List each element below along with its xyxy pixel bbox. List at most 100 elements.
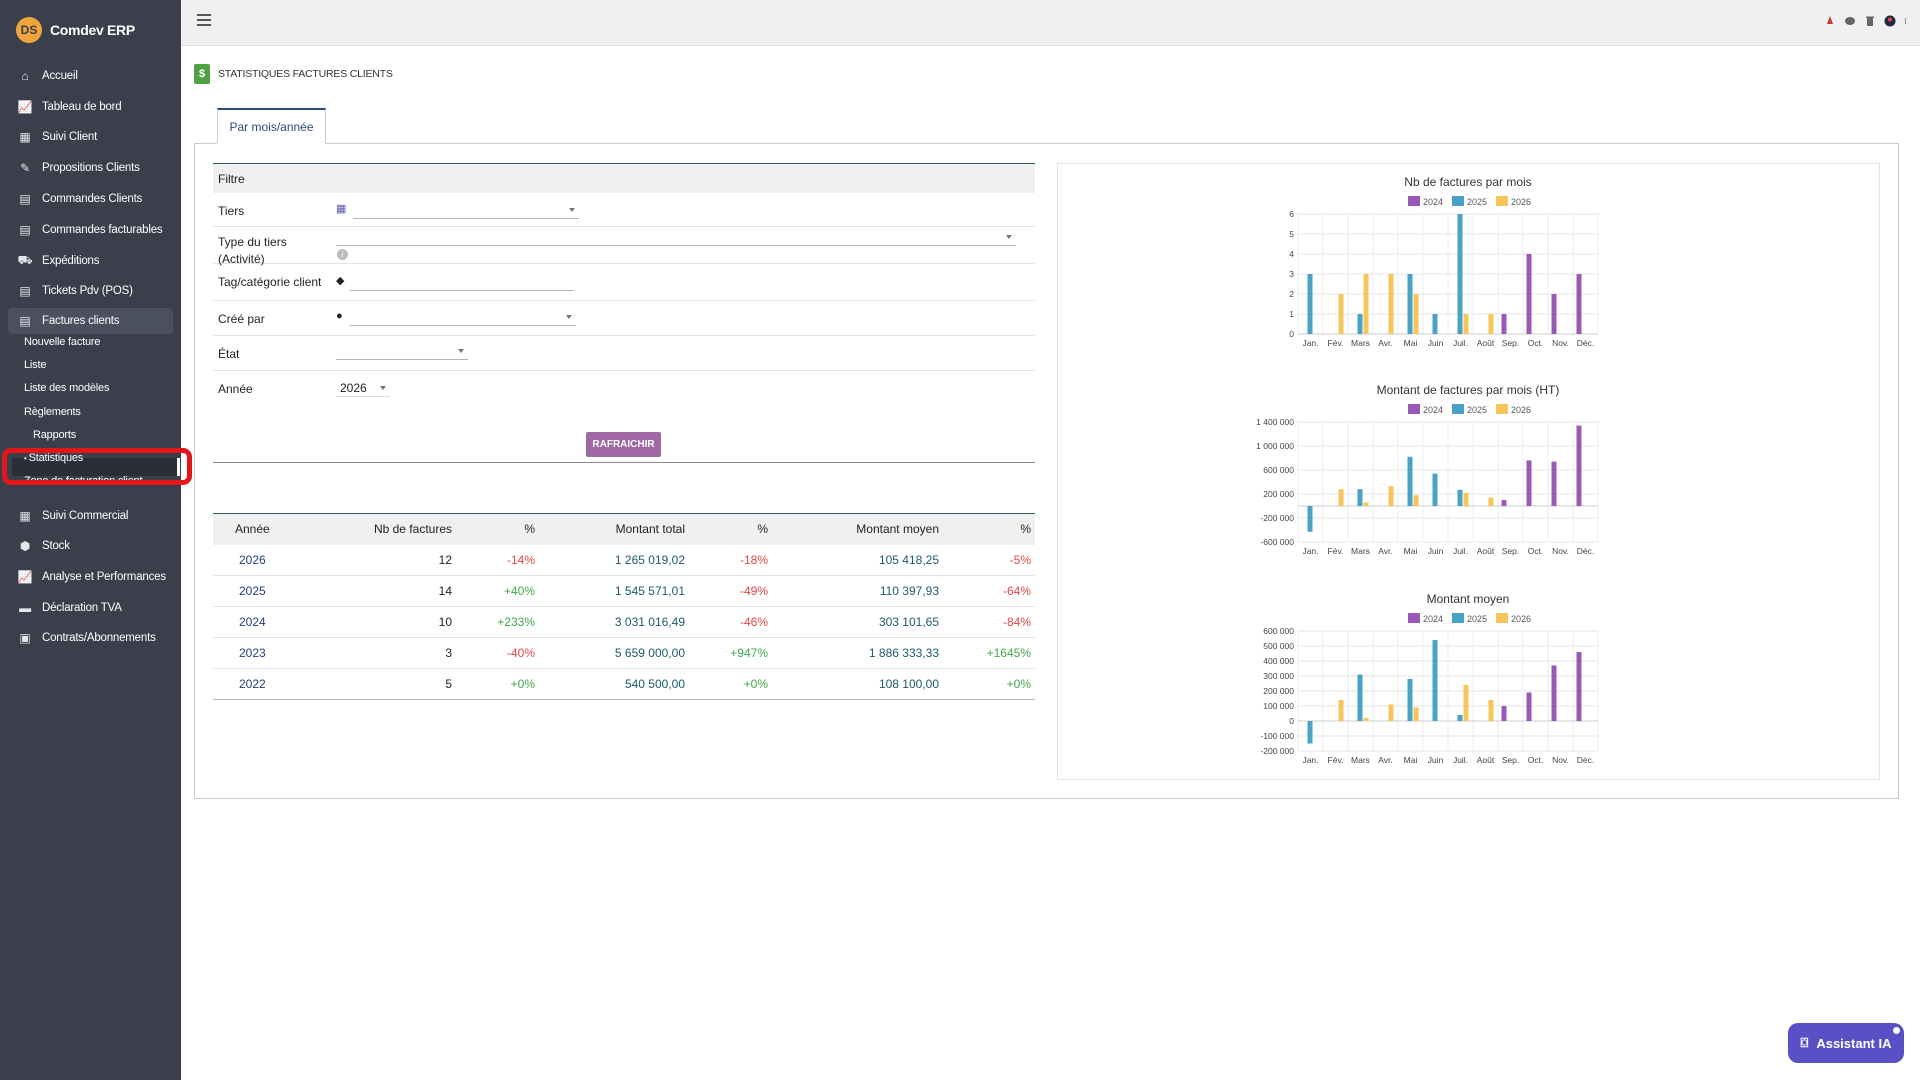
sidebar-subitem-liste[interactable]: Liste: [24, 359, 47, 371]
bar-2026-Mai[interactable]: [1413, 294, 1419, 334]
sidebar-subitem-zone-de-facturation-client[interactable]: Zone de facturation client: [24, 475, 143, 487]
x-tick-label: Jan.: [1302, 755, 1318, 765]
annee-select[interactable]: 2026: [336, 381, 390, 397]
bar-2024-Déc.[interactable]: [1576, 652, 1582, 721]
col-pct-nb[interactable]: %: [456, 513, 539, 545]
bar-2024-Nov.[interactable]: [1551, 461, 1557, 506]
bar-2024-Sep.[interactable]: [1501, 500, 1507, 506]
cree-par-select[interactable]: [350, 310, 576, 326]
bar-2026-Avr.[interactable]: [1388, 704, 1394, 722]
bar-2025-Juin[interactable]: [1432, 473, 1438, 506]
bar-2026-Fév.[interactable]: [1338, 489, 1344, 506]
bar-2024-Nov.[interactable]: [1551, 665, 1557, 722]
bar-2025-Mai[interactable]: [1407, 274, 1413, 334]
hamburger-menu-icon[interactable]: [197, 14, 211, 28]
tag-select[interactable]: [350, 275, 574, 291]
bar-2025-Juin[interactable]: [1432, 640, 1438, 721]
bar-2024-Sep.[interactable]: [1501, 706, 1507, 721]
bar-2026-Août[interactable]: [1488, 497, 1494, 506]
sidebar-item-declaration-tva[interactable]: ▬ Déclaration TVA: [8, 595, 173, 621]
bar-2026-Août[interactable]: [1488, 314, 1494, 334]
sidebar-item-commandes-clients[interactable]: ▤ Commandes Clients: [8, 186, 173, 212]
more-vertical-icon[interactable]: [1904, 15, 1910, 27]
bar-2025-Jan.[interactable]: [1307, 506, 1313, 532]
bar-2024-Oct.[interactable]: [1526, 692, 1532, 722]
sidebar-subitem-reglements[interactable]: Règlements: [24, 406, 81, 418]
bar-2024-Oct.[interactable]: [1526, 460, 1532, 506]
sidebar-subitem-liste-des-modeles[interactable]: Liste des modèles: [24, 382, 110, 394]
etat-select[interactable]: [336, 344, 468, 360]
bar-2026-Fév.[interactable]: [1338, 294, 1344, 334]
sidebar-item-tickets-pdv-pos[interactable]: ▤ Tickets Pdv (POS): [8, 278, 173, 304]
sidebar-item-propositions-clients[interactable]: ✎ Propositions Clients: [8, 155, 173, 181]
bar-2026-Août[interactable]: [1488, 700, 1494, 721]
year-cell[interactable]: 2026: [213, 544, 301, 576]
sidebar-subitem-nouvelle-facture[interactable]: Nouvelle facture: [24, 336, 101, 348]
col-pct-moyen[interactable]: %: [943, 513, 1035, 545]
sidebar-item-accueil[interactable]: ⌂ Accueil: [8, 63, 173, 89]
file-signature-icon: ✎: [20, 161, 30, 175]
brand[interactable]: DS Comdev ERP: [0, 0, 181, 60]
bar-2026-Mai[interactable]: [1413, 707, 1419, 722]
col-montant-moyen[interactable]: Montant moyen: [772, 513, 943, 545]
assistant-ia-button[interactable]: ⌼ Assistant IA: [1788, 1023, 1904, 1063]
bar-2025-Jan.[interactable]: [1307, 274, 1313, 334]
tab-par-mois-annee[interactable]: Par mois/année: [217, 108, 326, 144]
bar-2026-Juil.[interactable]: [1463, 492, 1469, 506]
bar-2025-Juin[interactable]: [1432, 314, 1438, 334]
sidebar-item-expeditions[interactable]: ⛟ Expéditions: [8, 248, 173, 274]
sidebar-item-suivi-commercial[interactable]: ▦ Suivi Commercial: [8, 503, 173, 529]
bar-2024-Déc.[interactable]: [1576, 274, 1582, 334]
bar-2026-Mars[interactable]: [1363, 274, 1369, 334]
bar-2025-Juil.[interactable]: [1457, 214, 1463, 334]
bar-2025-Juil.[interactable]: [1457, 715, 1463, 721]
sidebar-subitem-label: Statistiques: [28, 452, 84, 464]
year-cell[interactable]: 2025: [213, 575, 301, 607]
bar-2026-Avr.[interactable]: [1388, 274, 1394, 334]
bar-2026-Fév.[interactable]: [1338, 700, 1344, 721]
sidebar-item-factures-clients[interactable]: ▤ Factures clients: [8, 308, 173, 334]
col-montant-total[interactable]: Montant total: [539, 513, 689, 545]
user-avatar-icon[interactable]: [1884, 15, 1896, 27]
bar-2026-Juil.[interactable]: [1463, 685, 1469, 721]
refresh-button[interactable]: RAFRAICHIR: [586, 432, 661, 457]
bar-2025-Juil.[interactable]: [1457, 489, 1463, 506]
sidebar-subitem-statistiques[interactable]: • Statistiques: [24, 452, 83, 464]
bar-2024-Nov.[interactable]: [1551, 294, 1557, 334]
col-annee[interactable]: Année: [213, 513, 301, 545]
info-icon[interactable]: i: [337, 249, 348, 260]
year-cell[interactable]: 2022: [213, 668, 301, 700]
type-tiers-select[interactable]: [336, 230, 1016, 246]
sidebar-item-contrats-abonnements[interactable]: ▣ Contrats/Abonnements: [8, 625, 173, 651]
col-nb-factures[interactable]: Nb de factures: [301, 513, 456, 545]
trash-icon[interactable]: [1864, 15, 1876, 27]
bar-2024-Oct.[interactable]: [1526, 254, 1532, 334]
year-cell[interactable]: 2024: [213, 606, 301, 638]
sidebar-item-commandes-facturables[interactable]: ▤ Commandes facturables: [8, 217, 173, 243]
notification-icon[interactable]: [1824, 15, 1836, 27]
sidebar-item-analyse-et-performances[interactable]: 📈 Analyse et Performances: [8, 564, 173, 590]
x-tick-label: Juil.: [1453, 338, 1468, 348]
bar-2025-Mai[interactable]: [1407, 679, 1413, 721]
bar-2024-Sep.[interactable]: [1501, 314, 1507, 334]
sidebar-item-tableau-de-bord[interactable]: 📈 Tableau de bord: [8, 94, 173, 120]
bar-2026-Mars[interactable]: [1363, 718, 1369, 721]
bar-2026-Juil.[interactable]: [1463, 314, 1469, 334]
bar-2026-Mars[interactable]: [1363, 502, 1369, 506]
sidebar-item-stock[interactable]: ⬢ Stock: [8, 533, 173, 559]
bar-2025-Jan.[interactable]: [1307, 721, 1313, 744]
building-icon: ▦: [19, 130, 31, 144]
bar-2026-Mai[interactable]: [1413, 495, 1419, 506]
bar-2025-Mars[interactable]: [1357, 674, 1363, 722]
bar-2025-Mars[interactable]: [1357, 314, 1363, 334]
tiers-select[interactable]: [353, 203, 579, 219]
bar-2024-Déc.[interactable]: [1576, 425, 1582, 506]
chat-icon[interactable]: [1844, 15, 1856, 27]
sidebar-subitem-rapports[interactable]: Rapports: [33, 429, 77, 441]
bar-2026-Avr.[interactable]: [1388, 486, 1394, 506]
bar-2025-Mars[interactable]: [1357, 489, 1363, 506]
year-cell[interactable]: 2023: [213, 637, 301, 669]
sidebar-item-suivi-client[interactable]: ▦ Suivi Client: [8, 124, 173, 150]
bar-2025-Mai[interactable]: [1407, 456, 1413, 506]
col-pct-total[interactable]: %: [689, 513, 772, 545]
